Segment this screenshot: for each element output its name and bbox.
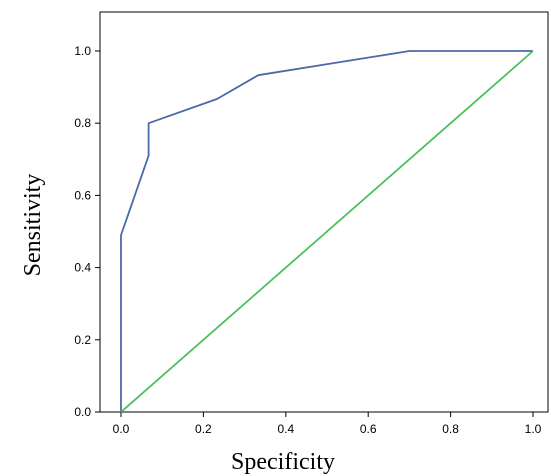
x-axis-title: Specificity <box>231 449 335 475</box>
y-tick-label: 0.4 <box>74 261 91 275</box>
plot-frame <box>99 11 549 413</box>
y-tick-label: 1.0 <box>74 44 91 58</box>
x-axis: 0.0 0.2 0.4 0.6 0.8 1.0 <box>113 412 542 436</box>
plot-area <box>99 11 549 413</box>
y-tick-label: 0.2 <box>74 333 91 347</box>
y-axis-title: Sensitivity <box>20 174 46 277</box>
roc-curve-line <box>120 50 533 412</box>
x-tick-label: 0.6 <box>360 422 377 436</box>
y-tick-label: 0.8 <box>74 116 91 130</box>
x-tick-label: 1.0 <box>525 422 542 436</box>
y-axis: 0.0 0.2 0.4 0.6 0.8 1.0 <box>74 44 100 419</box>
x-tick-label: 0.2 <box>195 422 212 436</box>
x-tick-label: 0.4 <box>277 422 294 436</box>
reference-line <box>120 50 534 413</box>
x-tick-label: 0.8 <box>442 422 459 436</box>
y-tick-label: 0.0 <box>74 405 91 419</box>
y-tick-label: 0.6 <box>74 188 91 202</box>
series-group <box>120 50 534 413</box>
x-tick-label: 0.0 <box>113 422 130 436</box>
